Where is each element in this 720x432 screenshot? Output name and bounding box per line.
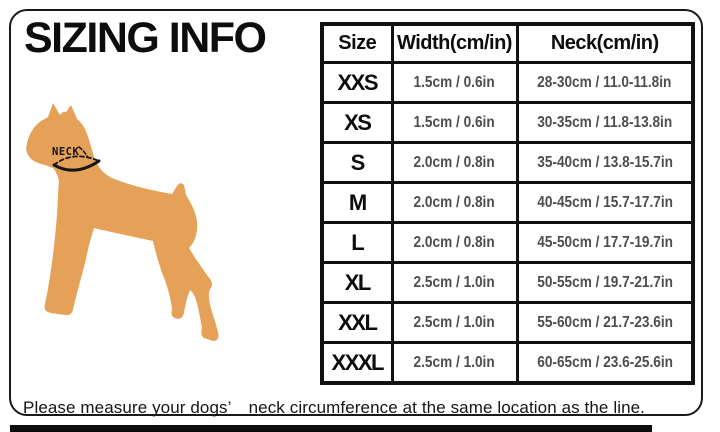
table-row: XXXL 2.5cm / 1.0in 60-65cm / 23.6-25.6in (320, 341, 695, 385)
table-row: XL 2.5cm / 1.0in 50-55cm / 19.7-21.7in (320, 261, 695, 304)
width-value: 1.5cm / 0.6in (413, 73, 496, 91)
width-cell: 2.5cm / 1.0in (390, 261, 519, 304)
neck-value: 40-45cm / 15.7-17.7in (536, 193, 673, 211)
neck-cell: 30-35cm / 11.8-13.8in (515, 101, 695, 144)
width-value: 2.0cm / 0.8in (413, 193, 496, 211)
table-row: XXS 1.5cm / 0.6in 28-30cm / 11.0-11.8in (320, 61, 695, 104)
page-title: SIZING INFO (24, 14, 267, 62)
neck-cell: 28-30cm / 11.0-11.8in (515, 61, 695, 104)
neck-value: 50-55cm / 19.7-21.7in (536, 273, 673, 291)
width-value: 2.5cm / 1.0in (413, 273, 496, 291)
neck-cell: 60-65cm / 23.6-25.6in (515, 341, 695, 385)
size-cell: XXXL (320, 341, 394, 385)
width-value: 2.0cm / 0.8in (413, 153, 496, 171)
width-cell: 2.5cm / 1.0in (390, 341, 519, 385)
neck-value: 60-65cm / 23.6-25.6in (536, 353, 673, 371)
table-row: L 2.0cm / 0.8in 45-50cm / 17.7-19.7in (320, 221, 695, 264)
neck-value: 28-30cm / 11.0-11.8in (537, 73, 672, 91)
table-row: XXL 2.5cm / 1.0in 55-60cm / 21.7-23.6in (320, 301, 695, 344)
width-value: 1.5cm / 0.6in (413, 113, 496, 131)
neck-value: 55-60cm / 21.7-23.6in (536, 313, 673, 331)
size-cell: M (320, 181, 394, 224)
collar-solid-line (52, 159, 101, 172)
width-cell: 2.0cm / 0.8in (390, 141, 519, 184)
table-header-row: Size Width(cm/in) Neck(cm/in) (320, 22, 695, 64)
collar-pointer-dash (78, 146, 88, 157)
size-cell: L (320, 221, 394, 264)
table-row: M 2.0cm / 0.8in 40-45cm / 15.7-17.7in (320, 181, 695, 224)
width-cell: 1.5cm / 0.6in (390, 101, 519, 144)
neck-cell: 45-50cm / 17.7-19.7in (515, 221, 695, 264)
neck-cell: 35-40cm / 13.8-15.7in (515, 141, 695, 184)
neck-cell: 55-60cm / 21.7-23.6in (515, 301, 695, 344)
neck-value: 35-40cm / 13.8-15.7in (536, 153, 673, 171)
column-header-size: Size (320, 22, 394, 64)
page-border (9, 9, 703, 416)
table-row: XS 1.5cm / 0.6in 30-35cm / 11.8-13.8in (320, 101, 695, 144)
width-cell: 1.5cm / 0.6in (390, 61, 519, 104)
width-value: 2.5cm / 1.0in (413, 313, 496, 331)
neck-value: 45-50cm / 17.7-19.7in (536, 233, 673, 251)
width-cell: 2.5cm / 1.0in (390, 301, 519, 344)
collar-dashed-line (53, 155, 100, 166)
size-cell: XS (320, 101, 394, 144)
size-cell: S (320, 141, 394, 184)
column-header-width: Width(cm/in) (390, 22, 519, 64)
column-header-neck: Neck(cm/in) (515, 22, 695, 64)
measurement-note: Please measure your dogs’ neck circumfer… (23, 398, 645, 417)
size-cell: XL (320, 261, 394, 304)
size-cell: XXS (320, 61, 394, 104)
bottom-divider (10, 425, 652, 432)
neck-value: 30-35cm / 11.8-13.8in (537, 113, 673, 131)
size-cell: XXL (320, 301, 394, 344)
width-cell: 2.0cm / 0.8in (390, 221, 519, 264)
width-value: 2.0cm / 0.8in (413, 233, 496, 251)
neck-label: NECK (52, 146, 79, 158)
dog-silhouette (26, 103, 219, 341)
dog-illustration: NECK (26, 103, 219, 341)
sizing-table: Size Width(cm/in) Neck(cm/in) XXS 1.5cm … (320, 22, 695, 385)
neck-cell: 40-45cm / 15.7-17.7in (515, 181, 695, 224)
width-cell: 2.0cm / 0.8in (390, 181, 519, 224)
table-row: S 2.0cm / 0.8in 35-40cm / 13.8-15.7in (320, 141, 695, 184)
width-value: 2.5cm / 1.0in (413, 353, 496, 371)
neck-cell: 50-55cm / 19.7-21.7in (515, 261, 695, 304)
